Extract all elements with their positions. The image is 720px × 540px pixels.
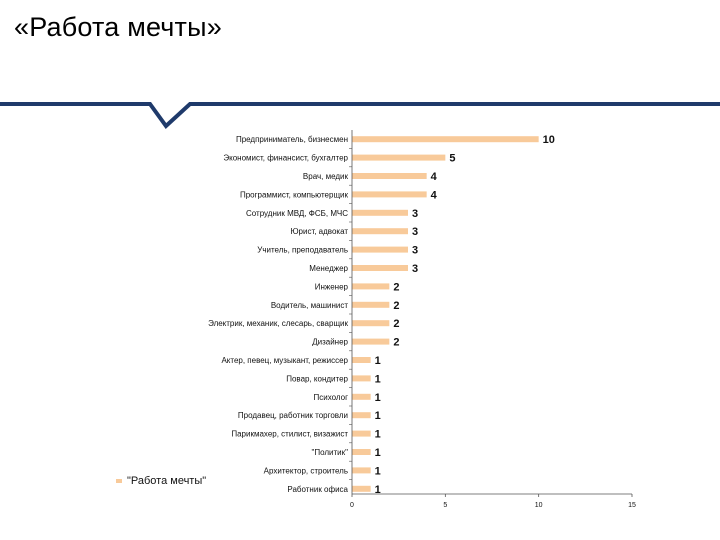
- category-label: Электрик, механик, слесарь, сварщик: [208, 319, 348, 328]
- data-label: 1: [375, 373, 381, 385]
- category-label: Программист, компьютерщик: [240, 190, 349, 199]
- x-tick-label: 10: [535, 502, 543, 509]
- bar: [352, 357, 371, 363]
- x-tick-label: 15: [628, 502, 636, 509]
- data-label: 4: [431, 189, 438, 201]
- category-label: Юрист, адвокат: [290, 227, 348, 236]
- data-label: 1: [375, 447, 381, 459]
- category-label: Психолог: [313, 393, 348, 402]
- data-label: 3: [412, 263, 418, 275]
- bar: [352, 430, 371, 437]
- category-label: Дизайнер: [312, 338, 348, 347]
- slide-title: «Работа мечты»: [14, 12, 222, 42]
- category-label: Работник офиса: [287, 485, 348, 494]
- category-label: Продавец, работник торговли: [238, 411, 348, 420]
- x-tick-label: 5: [443, 502, 447, 509]
- bar: [352, 449, 371, 455]
- data-label: 2: [393, 300, 399, 312]
- legend-swatch: [116, 479, 122, 483]
- category-label: Инженер: [315, 282, 349, 291]
- bar: [352, 393, 371, 400]
- bar: [352, 301, 390, 308]
- category-label: Врач, медик: [303, 172, 349, 181]
- category-label: Учитель, преподаватель: [257, 246, 348, 255]
- bar: [352, 320, 390, 327]
- category-label: "Политик": [312, 448, 349, 457]
- data-label: 3: [412, 245, 418, 257]
- data-label: 1: [375, 392, 381, 404]
- data-label: 1: [375, 465, 381, 477]
- data-label: 3: [412, 208, 418, 220]
- category-label: Парикмахер, стилист, визажист: [231, 430, 348, 439]
- bar: [352, 375, 371, 382]
- bar: [352, 265, 408, 271]
- bar: [352, 283, 390, 290]
- data-label: 2: [393, 337, 399, 349]
- bar: [352, 191, 427, 198]
- category-label: Актер, певец, музыкант, режиссер: [221, 356, 348, 365]
- data-label: 1: [375, 429, 381, 441]
- bar: [352, 246, 408, 253]
- category-label: Водитель, машинист: [271, 301, 349, 310]
- category-label: Сотрудник МВД, ФСБ, МЧС: [246, 209, 348, 218]
- data-label: 5: [449, 153, 455, 165]
- data-label: 2: [393, 281, 399, 293]
- bar: [352, 154, 446, 161]
- data-label: 3: [412, 226, 418, 238]
- callout-divider-line: [0, 102, 720, 129]
- bar: [352, 485, 371, 492]
- axis-group: 0 5 10 15: [349, 130, 636, 509]
- bar: [352, 412, 371, 419]
- bar: [352, 136, 539, 143]
- chart-legend: "Работа мечты": [116, 475, 206, 487]
- bar: [352, 228, 408, 235]
- category-label: Менеджер: [309, 264, 348, 273]
- bar: [352, 173, 427, 179]
- category-label: Повар, кондитер: [286, 374, 348, 383]
- data-label: 4: [431, 171, 438, 183]
- bar: [352, 338, 390, 345]
- legend-label: "Работа мечты": [127, 475, 207, 487]
- data-label: 1: [375, 410, 381, 422]
- category-label: Предприниматель, бизнесмен: [236, 135, 348, 144]
- category-label: Экономист, финансист, бухгалтер: [223, 154, 348, 163]
- data-label: 1: [375, 355, 381, 367]
- bars-group: Предприниматель, бизнесмен 10 Экономист, ф…: [208, 134, 555, 496]
- category-label: Архитектор, строитель: [264, 466, 348, 475]
- bar: [352, 209, 408, 216]
- data-label: 2: [393, 318, 399, 330]
- data-label: 1: [375, 484, 381, 496]
- bar: [352, 467, 371, 474]
- data-label: 10: [543, 134, 555, 146]
- x-tick-label: 0: [350, 502, 354, 509]
